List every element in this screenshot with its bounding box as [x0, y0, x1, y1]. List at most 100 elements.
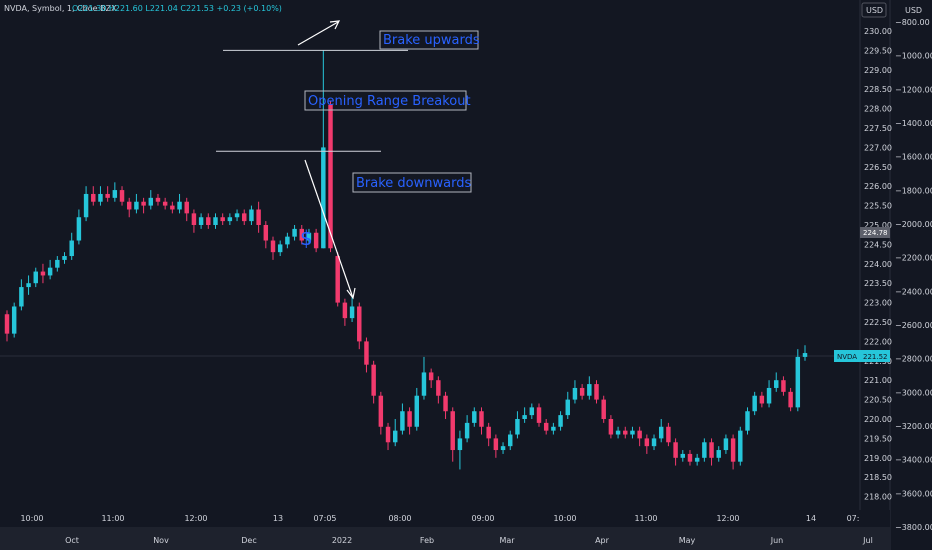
- candle[interactable]: [242, 209, 247, 225]
- candle[interactable]: [680, 450, 686, 462]
- candle[interactable]: [486, 422, 491, 447]
- candle[interactable]: [119, 186, 125, 206]
- candle[interactable]: [788, 387, 793, 412]
- candle[interactable]: [256, 201, 261, 233]
- candle[interactable]: [572, 380, 578, 404]
- candle[interactable]: [19, 279, 24, 311]
- candle[interactable]: [342, 298, 348, 326]
- candle[interactable]: [313, 228, 319, 253]
- candle[interactable]: [270, 236, 276, 260]
- candle[interactable]: [651, 434, 657, 451]
- candle[interactable]: [702, 438, 707, 462]
- candle[interactable]: [608, 415, 614, 439]
- candle[interactable]: [220, 213, 225, 225]
- candle[interactable]: [522, 407, 527, 423]
- candle[interactable]: [594, 380, 599, 404]
- candle[interactable]: [687, 450, 693, 466]
- candle[interactable]: [745, 407, 750, 435]
- candle[interactable]: [33, 267, 38, 288]
- candle[interactable]: [644, 434, 650, 454]
- candle[interactable]: [55, 256, 60, 272]
- candle[interactable]: [450, 407, 455, 462]
- candle[interactable]: [299, 225, 304, 245]
- up-arrow[interactable]: [297, 21, 339, 46]
- candle[interactable]: [155, 193, 161, 206]
- candle[interactable]: [26, 275, 31, 295]
- candle[interactable]: [126, 197, 132, 218]
- candle[interactable]: [11, 302, 17, 338]
- candle[interactable]: [436, 376, 441, 404]
- candle[interactable]: [587, 376, 592, 400]
- candle[interactable]: [392, 419, 398, 447]
- candle[interactable]: [285, 232, 290, 249]
- candle[interactable]: [666, 422, 671, 447]
- candle[interactable]: [400, 403, 405, 435]
- candle[interactable]: [730, 434, 736, 470]
- candle[interactable]: [428, 368, 434, 388]
- candle[interactable]: [694, 453, 700, 466]
- candle[interactable]: [162, 197, 168, 210]
- candle[interactable]: [795, 349, 801, 412]
- candle[interactable]: [40, 263, 46, 284]
- currency-inner-badge[interactable]: [861, 2, 887, 18]
- candle[interactable]: [500, 442, 506, 454]
- candle[interactable]: [263, 221, 269, 249]
- candle[interactable]: [112, 182, 118, 202]
- candle[interactable]: [335, 252, 340, 307]
- brake-upwards-label[interactable]: Brake upwards: [379, 30, 480, 50]
- candle[interactable]: [83, 186, 89, 222]
- candle[interactable]: [47, 259, 53, 280]
- candle[interactable]: [105, 186, 110, 202]
- last-price-badge[interactable]: [860, 350, 890, 362]
- candle[interactable]: [414, 387, 420, 431]
- candle[interactable]: [464, 415, 470, 443]
- candle[interactable]: [407, 407, 412, 435]
- candle[interactable]: [364, 337, 369, 373]
- candle[interactable]: [529, 403, 535, 419]
- candle[interactable]: [752, 391, 757, 416]
- candle[interactable]: [421, 356, 427, 400]
- candle[interactable]: [457, 430, 463, 470]
- candle[interactable]: [536, 403, 542, 427]
- candle[interactable]: [69, 232, 74, 260]
- candle[interactable]: [76, 209, 82, 245]
- candle[interactable]: [766, 380, 772, 408]
- candle[interactable]: [198, 213, 204, 229]
- candle[interactable]: [206, 213, 211, 229]
- candle[interactable]: [277, 240, 283, 257]
- candle[interactable]: [565, 391, 570, 419]
- candle[interactable]: [472, 407, 477, 427]
- candle[interactable]: [177, 193, 182, 214]
- candle[interactable]: [213, 213, 218, 229]
- candle[interactable]: [170, 201, 175, 214]
- candle[interactable]: [623, 426, 628, 439]
- candle[interactable]: [191, 209, 197, 233]
- time-axis-inner[interactable]: [0, 510, 890, 527]
- candle[interactable]: [781, 376, 786, 396]
- candle[interactable]: [515, 411, 520, 439]
- candle[interactable]: [601, 395, 606, 423]
- candle[interactable]: [723, 434, 729, 454]
- candle[interactable]: [349, 294, 355, 322]
- candle[interactable]: [134, 193, 139, 214]
- candle[interactable]: [759, 391, 765, 408]
- candle[interactable]: [716, 446, 721, 462]
- candle[interactable]: [62, 252, 67, 264]
- candle[interactable]: [328, 100, 333, 253]
- candle[interactable]: [543, 419, 549, 435]
- candle[interactable]: [508, 430, 513, 451]
- inner-price-axis[interactable]: [860, 0, 890, 525]
- candle[interactable]: [630, 426, 635, 439]
- candle[interactable]: [738, 426, 743, 466]
- candle[interactable]: [378, 391, 384, 435]
- candle[interactable]: [321, 50, 326, 249]
- candle[interactable]: [4, 310, 10, 342]
- down-arrow[interactable]: [304, 159, 354, 299]
- candle[interactable]: [479, 407, 484, 435]
- candle[interactable]: [234, 209, 240, 222]
- candle[interactable]: [558, 411, 563, 431]
- dollar-marker[interactable]: $: [300, 226, 313, 250]
- candle[interactable]: [357, 302, 362, 350]
- candle[interactable]: [551, 422, 556, 435]
